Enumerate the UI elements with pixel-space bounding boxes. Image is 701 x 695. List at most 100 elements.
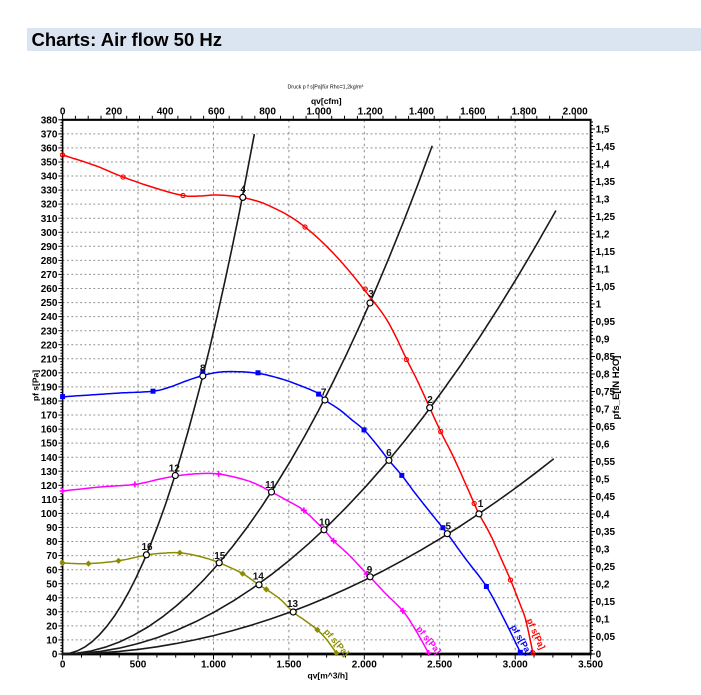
svg-text:240: 240 — [41, 312, 58, 323]
svg-text:0: 0 — [60, 659, 66, 670]
svg-text:0,85: 0,85 — [596, 352, 616, 363]
svg-text:5: 5 — [446, 521, 452, 532]
svg-text:100: 100 — [41, 509, 58, 520]
svg-text:12: 12 — [169, 464, 181, 475]
svg-text:4: 4 — [240, 185, 246, 196]
svg-text:1,35: 1,35 — [596, 177, 616, 188]
svg-text:15: 15 — [214, 551, 226, 562]
svg-text:0,25: 0,25 — [596, 562, 616, 573]
svg-text:110: 110 — [41, 495, 58, 506]
svg-text:360: 360 — [41, 144, 58, 155]
svg-text:0,55: 0,55 — [596, 457, 616, 468]
svg-text:180: 180 — [41, 397, 58, 408]
svg-text:0,5: 0,5 — [596, 475, 610, 486]
svg-text:pf s[Pa]: pf s[Pa] — [31, 370, 41, 401]
svg-text:Druck p f s[Pa]für Rho=1,2kg/m: Druck p f s[Pa]für Rho=1,2kg/m³ — [287, 85, 363, 91]
svg-text:0,45: 0,45 — [596, 492, 616, 503]
svg-text:16: 16 — [141, 542, 153, 553]
svg-text:0: 0 — [60, 106, 66, 117]
svg-text:1,25: 1,25 — [596, 212, 616, 223]
svg-text:60: 60 — [46, 565, 58, 576]
svg-text:260: 260 — [41, 284, 58, 295]
svg-text:0,15: 0,15 — [596, 597, 616, 608]
svg-text:1,3: 1,3 — [596, 195, 610, 206]
svg-text:310: 310 — [41, 214, 58, 225]
svg-text:0,05: 0,05 — [596, 632, 616, 643]
svg-text:0,7: 0,7 — [596, 405, 610, 416]
svg-text:200: 200 — [41, 368, 58, 379]
svg-text:1,5: 1,5 — [596, 125, 610, 136]
svg-text:170: 170 — [41, 411, 58, 422]
svg-text:70: 70 — [46, 551, 58, 562]
svg-text:150: 150 — [41, 439, 58, 450]
svg-text:600: 600 — [208, 106, 225, 117]
svg-text:0,4: 0,4 — [596, 510, 610, 521]
svg-text:400: 400 — [157, 106, 174, 117]
svg-text:210: 210 — [41, 354, 58, 365]
svg-text:1,15: 1,15 — [596, 247, 616, 258]
svg-text:220: 220 — [41, 340, 58, 351]
svg-text:1,1: 1,1 — [596, 265, 610, 276]
svg-text:1.400: 1.400 — [409, 106, 434, 117]
svg-text:13: 13 — [287, 599, 299, 610]
svg-text:0,2: 0,2 — [596, 580, 610, 591]
svg-text:280: 280 — [41, 256, 58, 267]
svg-text:1.500: 1.500 — [276, 659, 301, 670]
svg-text:0,65: 0,65 — [596, 422, 616, 433]
svg-text:90: 90 — [46, 523, 58, 534]
svg-text:3.000: 3.000 — [503, 659, 528, 670]
svg-text:200: 200 — [106, 106, 123, 117]
svg-text:0,75: 0,75 — [596, 387, 616, 398]
svg-text:1.600: 1.600 — [460, 106, 485, 117]
svg-text:190: 190 — [41, 383, 58, 394]
svg-text:2.000: 2.000 — [563, 106, 588, 117]
svg-text:160: 160 — [41, 425, 58, 436]
svg-text:0,35: 0,35 — [596, 527, 616, 538]
svg-text:pfs_E[IN H2O]: pfs_E[IN H2O] — [611, 356, 622, 420]
svg-text:330: 330 — [41, 186, 58, 197]
svg-text:1.200: 1.200 — [358, 106, 383, 117]
svg-text:1,05: 1,05 — [596, 282, 616, 293]
svg-text:qv[m^3/h]: qv[m^3/h] — [308, 670, 349, 680]
svg-text:380: 380 — [41, 115, 58, 126]
svg-text:7: 7 — [321, 387, 327, 398]
svg-text:10: 10 — [46, 636, 58, 647]
svg-text:370: 370 — [41, 130, 58, 141]
svg-text:1: 1 — [478, 499, 484, 510]
svg-text:2.000: 2.000 — [352, 659, 377, 670]
svg-text:0,95: 0,95 — [596, 317, 616, 328]
svg-text:250: 250 — [41, 298, 58, 309]
svg-text:11: 11 — [265, 480, 276, 491]
svg-text:10: 10 — [319, 518, 331, 529]
svg-text:1.800: 1.800 — [511, 106, 536, 117]
svg-text:2: 2 — [427, 395, 433, 406]
svg-text:0,9: 0,9 — [596, 335, 610, 346]
svg-text:140: 140 — [41, 453, 58, 464]
svg-text:0: 0 — [52, 650, 58, 661]
svg-text:0: 0 — [596, 650, 602, 661]
svg-text:230: 230 — [41, 326, 58, 337]
svg-text:9: 9 — [367, 565, 373, 576]
svg-text:40: 40 — [46, 593, 58, 604]
svg-text:0,3: 0,3 — [596, 545, 610, 556]
svg-text:300: 300 — [41, 228, 58, 239]
svg-text:0,6: 0,6 — [596, 440, 610, 451]
svg-text:3.500: 3.500 — [578, 659, 603, 670]
svg-text:1,45: 1,45 — [596, 142, 616, 153]
svg-text:14: 14 — [253, 572, 265, 583]
svg-text:120: 120 — [41, 481, 58, 492]
svg-text:2.500: 2.500 — [427, 659, 452, 670]
svg-text:350: 350 — [41, 158, 58, 169]
svg-text:20: 20 — [46, 622, 58, 633]
svg-text:qv[cfm]: qv[cfm] — [311, 96, 342, 106]
svg-text:0,1: 0,1 — [596, 615, 610, 626]
svg-text:800: 800 — [259, 106, 276, 117]
svg-text:30: 30 — [46, 607, 58, 618]
svg-text:1.000: 1.000 — [201, 659, 226, 670]
svg-text:320: 320 — [41, 200, 58, 211]
svg-text:1.000: 1.000 — [306, 106, 331, 117]
svg-text:6: 6 — [386, 448, 392, 459]
svg-text:1: 1 — [596, 300, 602, 311]
svg-text:290: 290 — [41, 242, 58, 253]
svg-text:340: 340 — [41, 172, 58, 183]
